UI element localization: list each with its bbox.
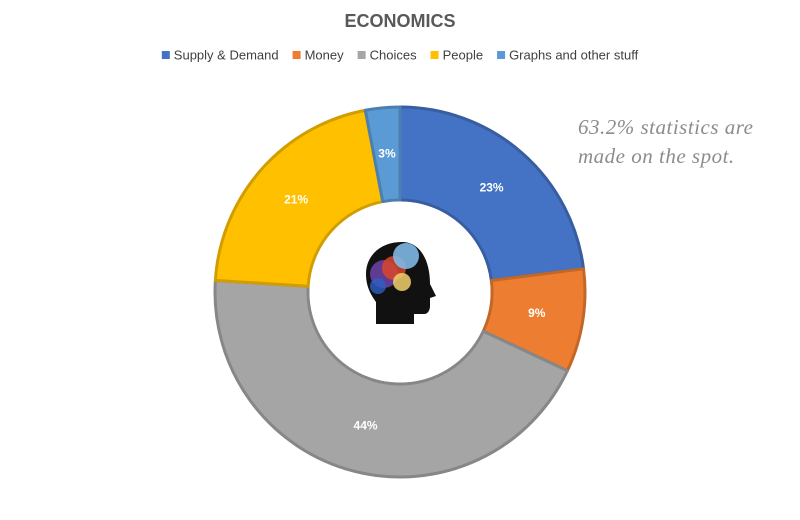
slice-label: 44% xyxy=(354,418,378,432)
legend-swatch xyxy=(497,51,506,59)
legend: Supply & Demand Money Choices People Graphs … xyxy=(161,47,639,62)
annotation-line: 63.2% statistics are xyxy=(578,115,753,139)
legend-label: Money xyxy=(305,47,345,62)
slice-label: 9% xyxy=(528,306,546,320)
slice-label: 21% xyxy=(284,193,308,207)
slice-label: 23% xyxy=(480,180,504,194)
legend-swatch xyxy=(357,51,366,59)
annotation: 63.2% statistics are made on the spot. xyxy=(578,115,753,168)
legend-swatch xyxy=(161,51,170,59)
donut-slice xyxy=(213,108,385,288)
legend-swatch xyxy=(292,51,301,59)
donut-slice xyxy=(363,105,402,204)
legend-label: Graphs and other stuff xyxy=(509,47,639,62)
donut-slice xyxy=(213,278,569,479)
legend-label: Choices xyxy=(370,47,417,62)
legend-label: People xyxy=(443,47,483,62)
legend-swatch xyxy=(430,51,439,59)
donut-slice xyxy=(398,105,586,282)
annotation-line: made on the spot. xyxy=(578,144,735,168)
slice-label: 3% xyxy=(378,146,396,160)
donut: 23% 9% 44% 21% 3% xyxy=(213,105,587,479)
legend-label: Supply & Demand xyxy=(174,47,279,62)
chart-title: ECONOMICS xyxy=(344,11,455,31)
head-icon xyxy=(366,242,436,324)
